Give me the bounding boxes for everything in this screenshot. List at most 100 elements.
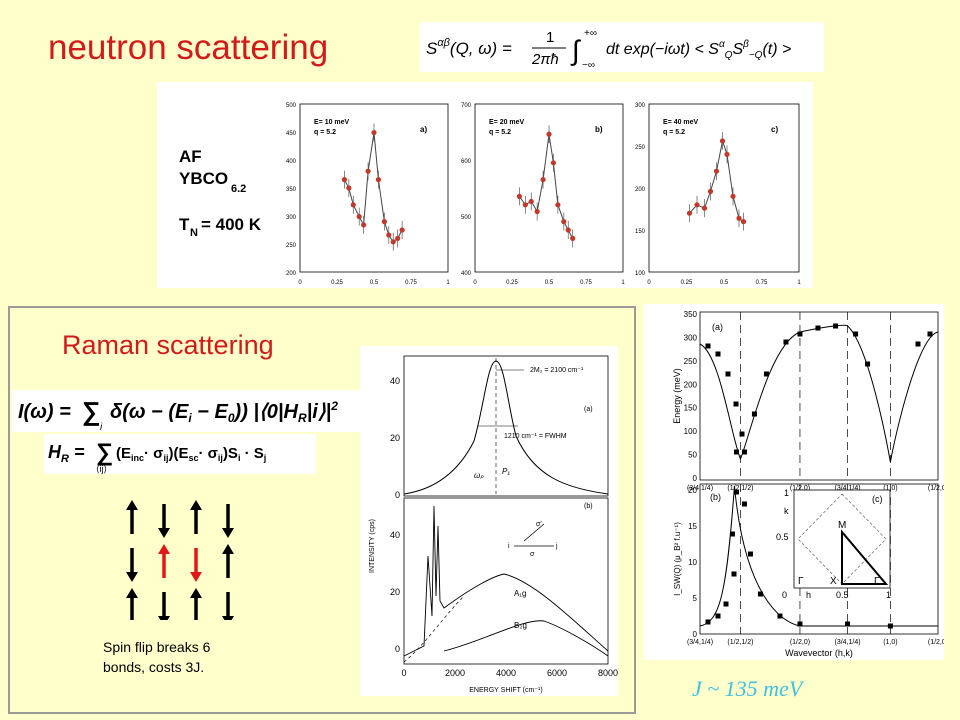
disp-intensity-curve <box>699 485 938 627</box>
caption-line-2: bonds, costs 3J. <box>103 659 205 675</box>
neutron-ytick: 200 <box>286 271 297 277</box>
disp-dispersion-curve <box>699 324 939 463</box>
disp-energy-point <box>865 361 871 367</box>
neutron-ytick: 250 <box>286 243 297 249</box>
raman-top-ytick: 0 <box>395 490 400 500</box>
neutron-xtick: 0 <box>473 280 477 286</box>
disp-xlabel: Wavevector (h,k) <box>785 648 853 658</box>
raman-bottom-ytick: 20 <box>390 587 400 597</box>
sample-label: AF YBCO 6.2 T N = 400 K <box>179 147 262 239</box>
disp-intensity-point <box>757 591 763 597</box>
disp-intensity-point <box>733 489 739 495</box>
raman-intensity-svg: I(ω) = ∑ i δ(ω − (Ei − E0)) |⟨0|HR|i⟩|2 <box>18 396 338 433</box>
disp-energy-point <box>833 323 839 329</box>
neutron-data-point <box>522 202 528 208</box>
neutron-panel-tag: b) <box>595 125 603 134</box>
disp-bottom-xtick: (1,0) <box>883 639 897 646</box>
spin-arrow-head <box>190 500 202 510</box>
neutron-data-point <box>540 177 546 183</box>
neutron-xtick: 1 <box>621 280 625 286</box>
disp-intensity-point <box>747 551 753 557</box>
inset-path-triangle <box>841 529 889 585</box>
disp-bottom-ytick: 0 <box>693 630 698 639</box>
neutron-data-point <box>528 198 534 205</box>
raman-site-i: i <box>508 543 510 550</box>
neutron-energy-label: E= 10 meV <box>314 119 350 126</box>
disp-top-ytick: 0 <box>693 474 698 483</box>
disp-energy-point <box>705 343 711 349</box>
svg-text:(Einc· σij)(Esc· σij)Si · Sj: (Einc· σij)(Esc· σij)Si · Sj <box>116 445 266 463</box>
disp-top-ylabel: Energy (meV) <box>672 368 682 424</box>
disp-energy-point <box>733 449 739 455</box>
neutron-xtick: 0.25 <box>506 280 518 286</box>
spin-flip-caption: Spin flip breaks 6 bonds, costs 3J. <box>103 637 210 677</box>
neutron-data-point <box>534 208 540 215</box>
raman-sigma-prime: σ′ <box>536 521 542 528</box>
disp-energy-point <box>853 331 859 337</box>
svg-text:dt exp(−iωt) < SαQSβ−Q(t) >: dt exp(−iωt) < SαQSβ−Q(t) > <box>606 39 791 61</box>
disp-top-ytick: 50 <box>688 451 697 460</box>
neutron-data-point <box>546 131 552 137</box>
neutron-ytick: 300 <box>635 103 646 109</box>
neutron-xtick: 0 <box>298 280 302 286</box>
neutron-xtick: 0 <box>647 280 651 286</box>
neutron-data-point <box>701 205 708 211</box>
neutron-data-point <box>371 129 377 136</box>
disp-intensity-point <box>729 531 735 537</box>
neutron-ytick: 450 <box>286 131 297 137</box>
inset-h05: 0.5 <box>836 590 849 600</box>
disp-bottom-ylabel: I_SW(Q) (μ_B² f.u⁻¹) <box>673 522 682 596</box>
neutron-xtick: 0.75 <box>580 280 592 286</box>
neutron-data-point <box>555 202 561 208</box>
neutron-ytick: 250 <box>635 145 646 151</box>
raman-fwhm-label: 1210 cm⁻¹ = FWHM <box>504 433 567 440</box>
svg-text:1: 1 <box>546 29 554 46</box>
neutron-xtick: 0.5 <box>720 280 729 286</box>
raman-intensity-equation: I(ω) = ∑ i δ(ω − (Ei − E0)) |⟨0|HR|i⟩|2 <box>12 390 362 433</box>
raman-p1: P₁ <box>502 467 510 476</box>
disp-top-xtick: (3/4,1/4) <box>687 485 713 492</box>
disp-intensity-point <box>741 501 747 507</box>
disp-energy-point <box>927 331 933 337</box>
neutron-xtick: 0.25 <box>331 280 343 286</box>
neutron-ytick: 300 <box>286 215 297 221</box>
neutron-data-point <box>724 151 730 157</box>
spin-arrow-head <box>222 544 234 554</box>
disp-bottom-frame <box>699 483 939 635</box>
neutron-ytick: 500 <box>286 103 297 109</box>
correlation-equation-svg: Sαβ(Q, ω) = 1 2πħ ∫ +∞ −∞ dt exp(−iωt) <… <box>426 28 791 71</box>
label-temp: = 400 K <box>201 215 262 234</box>
svg-text:⟨ij⟩: ⟨ij⟩ <box>96 464 107 474</box>
raman-xlabel: ENERGY SHIFT (cm⁻¹) <box>469 687 542 694</box>
neutron-title: neutron scattering <box>48 28 329 67</box>
raman-frame <box>8 306 636 714</box>
label-t: T <box>179 215 190 234</box>
neutron-data-point <box>365 168 371 174</box>
neutron-q-label: q = 5.2 <box>663 129 685 136</box>
disp-tag-a: (a) <box>712 322 723 332</box>
neutron-data-point <box>719 138 726 144</box>
disp-energy-point <box>915 341 921 347</box>
neutron-xtick: 0.75 <box>756 280 768 286</box>
svg-text:∫: ∫ <box>570 35 582 66</box>
neutron-subplot-frame <box>474 103 624 273</box>
raman-site-j: j <box>555 543 558 550</box>
spin-arrow-head <box>158 544 170 554</box>
neutron-xtick: 0.75 <box>405 280 417 286</box>
spin-lattice <box>126 500 234 620</box>
neutron-subplot-frame <box>648 103 800 273</box>
disp-bottom-xtick: (1/2,1/2) <box>727 639 753 646</box>
disp-top-frame <box>699 311 939 481</box>
inset-h: h <box>806 590 811 600</box>
disp-intensity-point <box>777 613 783 619</box>
disp-intensity-point <box>887 623 893 629</box>
spin-arrow-head <box>222 528 234 538</box>
neutron-data-panel: AF YBCO 6.2 T N = 400 K 500 450 400 350 300 2… <box>157 82 813 288</box>
raman-top-frame <box>403 355 609 497</box>
raman-xtick: 4000 <box>496 668 516 678</box>
spin-arrow-head <box>190 588 202 598</box>
label-n: N <box>190 227 198 239</box>
raman-bottom-frame <box>403 497 609 665</box>
inset-h1: 1 <box>886 590 891 600</box>
